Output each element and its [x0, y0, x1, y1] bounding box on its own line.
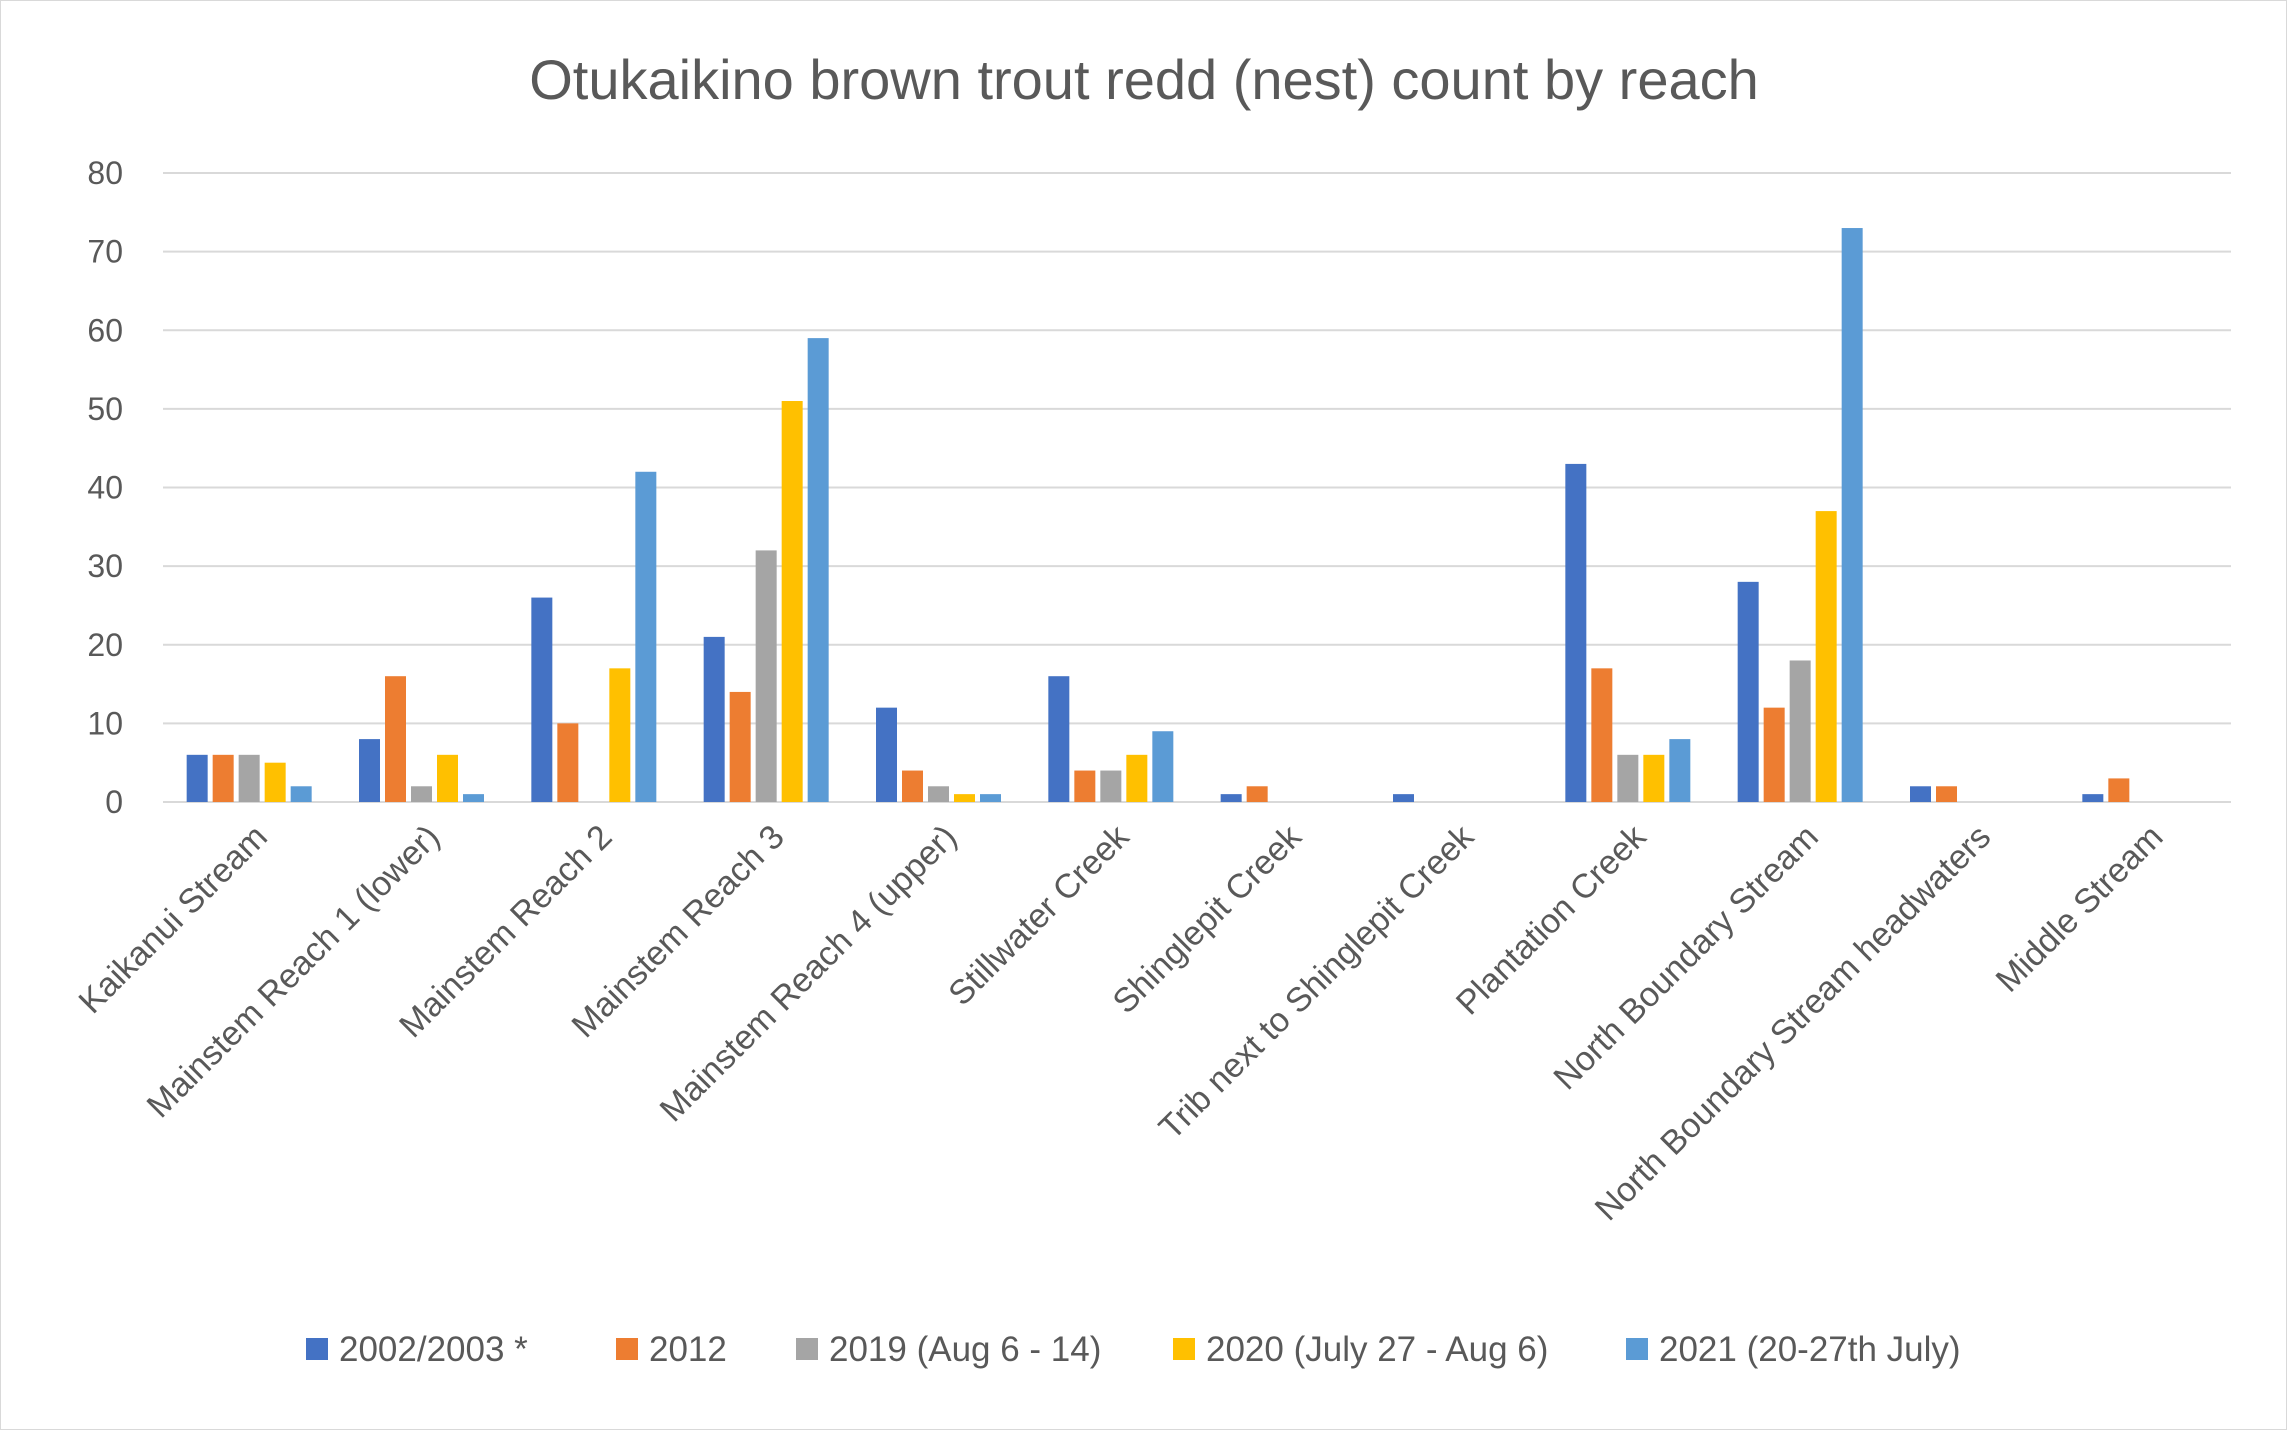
- legend-label: 2002/2003 *: [339, 1330, 528, 1369]
- y-tick-label: 30: [87, 548, 123, 584]
- legend-label: 2020 (July 27 - Aug 6): [1206, 1330, 1548, 1369]
- bar: [807, 338, 829, 802]
- legend-swatch: [1173, 1338, 1195, 1360]
- y-tick-label: 40: [87, 470, 123, 506]
- bar: [531, 597, 553, 802]
- bar: [1246, 786, 1268, 802]
- bar: [781, 401, 803, 802]
- legend-swatch: [306, 1338, 328, 1360]
- legend-label: 2019 (Aug 6 - 14): [829, 1330, 1101, 1369]
- bar: [1643, 754, 1665, 802]
- bar: [264, 762, 286, 802]
- legend-swatch: [796, 1338, 818, 1360]
- x-category-label: Stillwater Creek: [941, 817, 1137, 1013]
- bar: [1841, 228, 1863, 803]
- x-category-label: Mainstem Reach 4 (upper): [653, 818, 964, 1129]
- bar: [186, 754, 208, 802]
- x-category-label: Middle Stream: [1989, 818, 2171, 1000]
- legend: 2002/2003 * 2012 2019 (Aug 6 - 14) 2020 (Ju…: [306, 1330, 1961, 1369]
- x-category-label: Trib next to Shinglepit Creek: [1152, 817, 1482, 1147]
- bar: [290, 786, 312, 802]
- legend-label: 2021 (20-27th July): [1659, 1330, 1961, 1369]
- y-tick-label: 80: [87, 155, 123, 191]
- bar: [1074, 770, 1096, 802]
- y-tick-label: 10: [87, 705, 123, 741]
- bar: [1591, 668, 1613, 802]
- bar: [876, 707, 897, 802]
- bar: [359, 739, 380, 802]
- y-tick-label: 0: [105, 784, 123, 820]
- bar: [1737, 581, 1759, 802]
- bar: [1220, 794, 1242, 802]
- gridlines: [163, 172, 2231, 803]
- bar: [980, 794, 1001, 802]
- bar: [212, 754, 234, 802]
- bar: [609, 668, 631, 802]
- bar: [238, 754, 260, 802]
- bars: [186, 228, 2130, 803]
- bar: [1100, 770, 1122, 802]
- y-tick-label: 70: [87, 234, 123, 270]
- y-tick-label: 50: [87, 391, 123, 427]
- bar: [1617, 754, 1639, 802]
- x-category-label: Shinglepit Creek: [1106, 817, 1310, 1021]
- bar: [1565, 463, 1587, 802]
- bar: [729, 691, 751, 802]
- bar: [385, 676, 406, 802]
- x-category-label: Kaikanui Stream: [72, 818, 275, 1021]
- bar: [1910, 786, 1931, 802]
- bar: [2108, 778, 2130, 802]
- bar: [1393, 794, 1414, 802]
- legend-swatch: [616, 1338, 638, 1360]
- bar: [928, 786, 949, 802]
- bar: [755, 550, 777, 802]
- bar: [463, 794, 484, 802]
- bar: [1763, 707, 1785, 802]
- chart-title: Otukaikino brown trout redd (nest) count…: [529, 48, 1759, 111]
- bar: [557, 723, 579, 802]
- y-axis-ticks: 0 10 20 30 40 50 60 70 80: [87, 155, 123, 820]
- y-tick-label: 20: [87, 627, 123, 663]
- bar: [635, 471, 657, 802]
- bar: [954, 794, 975, 802]
- bar: [1126, 754, 1148, 802]
- x-category-label: Mainstem Reach 1 (lower): [140, 818, 447, 1125]
- bar: [902, 770, 923, 802]
- bar: [1669, 739, 1691, 802]
- bar: [437, 754, 458, 802]
- x-category-label: North Boundary Stream headwaters: [1588, 818, 1998, 1228]
- y-tick-label: 60: [87, 312, 123, 348]
- bar: [411, 786, 432, 802]
- bar: [2082, 794, 2104, 802]
- bar: [1936, 786, 1957, 802]
- legend-swatch: [1626, 1338, 1648, 1360]
- bar: [1789, 660, 1811, 802]
- legend-label: 2012: [649, 1330, 727, 1369]
- x-category-label: Plantation Creek: [1449, 817, 1654, 1022]
- bar: [1048, 676, 1070, 802]
- bar: [1815, 511, 1837, 802]
- bar: [703, 636, 725, 802]
- bar: [1152, 731, 1174, 802]
